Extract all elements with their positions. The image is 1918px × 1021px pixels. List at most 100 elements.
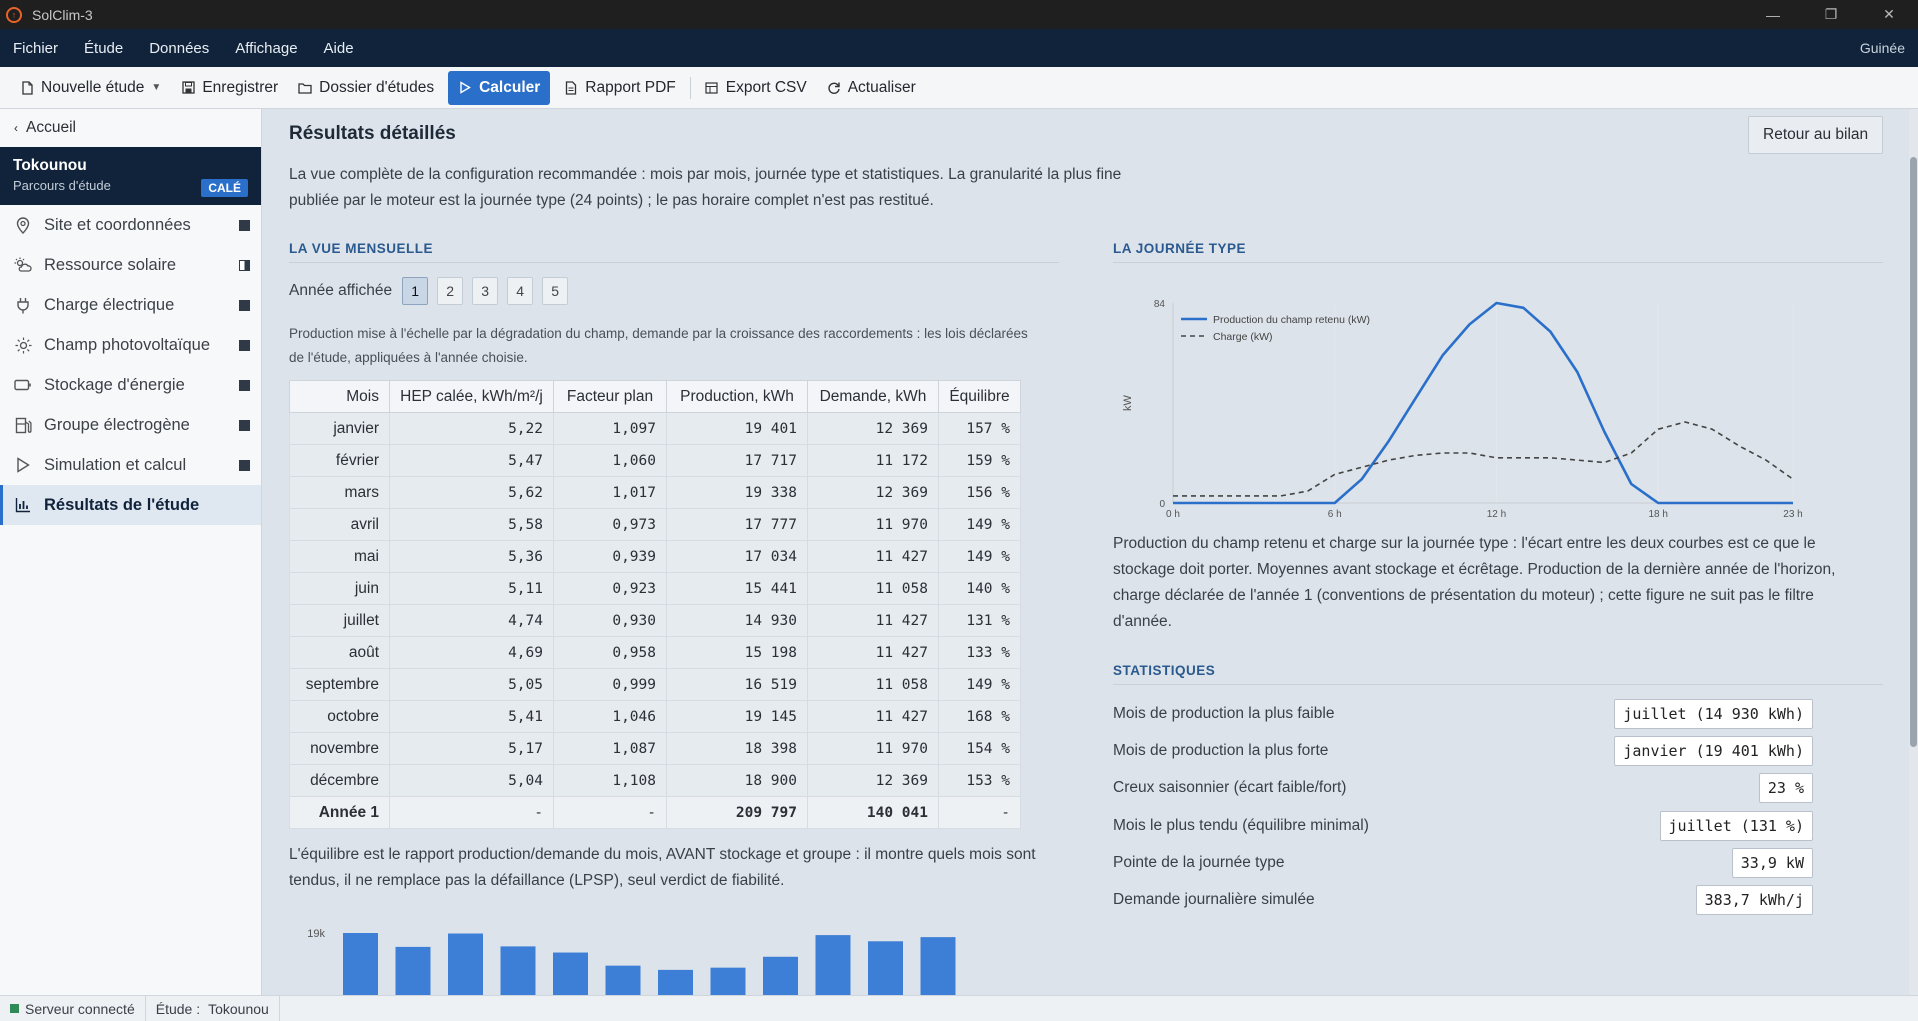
month-cell: décembre [289,764,390,797]
stat-value: janvier (19 401 kWh) [1614,736,1813,766]
menu-fichier[interactable]: Fichier [13,39,59,57]
refresh-icon [827,81,841,95]
sidebar-item-generator[interactable]: Groupe électrogène [0,405,261,445]
bar-mai [553,952,588,995]
sun-icon [14,336,32,354]
export-csv-button[interactable]: Export CSV [695,71,817,105]
month-cell: juillet [289,604,390,637]
sidebar-item-pv-field[interactable]: Champ photovoltaïque [0,325,261,365]
sidebar-item-energy-storage[interactable]: Stockage d'énergie [0,365,261,405]
compute-button[interactable]: Calculer [448,70,551,105]
completion-status-icon [239,419,250,431]
value-cell: 19 401 [666,412,808,445]
main-scrollbar[interactable] [1909,109,1918,995]
back-to-home-link[interactable]: ‹ Accueil [0,109,261,147]
sidebar-item-results[interactable]: Résultats de l'étude [0,485,261,525]
value-cell: 133 % [938,636,1021,669]
study-folder-label: Dossier d'études [319,78,435,96]
toolbar-divider [689,76,691,99]
table-row: mars 5,62 1,017 19 338 12 369 156 % [289,476,1021,509]
sidebar-item-simulation[interactable]: Simulation et calcul [0,445,261,485]
sidebar-item-electric-load[interactable]: Charge électrique [0,285,261,325]
value-cell: 11 058 [807,572,939,605]
menu-etude[interactable]: Étude [84,39,124,57]
current-study-status: Étude : Tokounou [146,995,280,1021]
intro-text: La vue complète de la configuration reco… [289,166,1122,209]
stat-value: juillet (14 930 kWh) [1614,699,1813,729]
year-button-4[interactable]: 4 [507,277,534,305]
legend-entry: Production du champ retenu (kW) [1213,314,1370,326]
value-cell: 4,74 [389,604,554,637]
stat-value: 23 % [1758,773,1813,803]
y-tick-label: 19k [307,928,325,940]
new-file-icon [20,80,34,95]
bar-chart-icon [14,496,32,514]
monthly-section-heading: LA VUE MENSUELLE [289,241,1059,263]
region-label: Guinée [1859,40,1905,56]
restore-icon[interactable]: ❐ [1824,6,1838,22]
completion-status-icon [239,299,250,311]
refresh-button[interactable]: Actualiser [817,71,926,105]
current-study-card: Tokounou Parcours d'étude CALÉ [0,147,261,205]
month-cell: janvier [289,412,390,445]
total-value-cell: 209 797 [666,796,808,829]
column-header: Mois [289,380,390,413]
back-label: Accueil [26,119,76,136]
new-study-button[interactable]: Nouvelle étude ▼ [10,71,171,105]
total-value-cell: - [553,796,667,829]
bar-mars [448,933,483,995]
typical-day-description: Production du champ retenu et charge sur… [1113,535,1836,630]
page-title: Résultats détaillés [289,123,456,144]
column-header: HEP calée, kWh/m²/j [389,380,554,413]
value-cell: 149 % [938,508,1021,541]
chevron-down-icon: ▼ [151,82,162,93]
year-button-1[interactable]: 1 [402,277,429,305]
scrollbar-thumb[interactable] [1910,157,1917,747]
sidebar-item-label: Groupe électrogène [44,415,190,434]
month-cell: août [289,636,390,669]
year-button-2[interactable]: 2 [437,277,464,305]
sun-cloud-icon [14,256,32,274]
value-cell: 17 777 [666,508,808,541]
refresh-label: Actualiser [847,78,916,96]
bar-octobre [815,935,851,995]
value-cell: 149 % [938,668,1021,701]
value-cell: 19 338 [666,476,808,509]
sidebar-item-solar-resource[interactable]: Ressource solaire [0,245,261,285]
window-controls: — ❐ ✕ [1744,0,1918,29]
return-to-summary-button[interactable]: Retour au bilan [1748,116,1884,154]
table-row: janvier 5,22 1,097 19 401 12 369 157 % [289,412,1021,445]
x-tick-label: 12 h [1487,509,1506,520]
column-header: Facteur plan [553,380,667,413]
value-cell: 19 145 [666,700,808,733]
study-folder-button[interactable]: Dossier d'études [288,71,444,105]
save-button[interactable]: Enregistrer [171,71,288,105]
table-row: novembre 5,17 1,087 18 398 11 970 154 % [289,732,1021,765]
close-icon[interactable]: ✕ [1883,6,1895,22]
stat-row-seasonal-dip: Creux saisonnier (écart faible/fort) 23 … [1113,772,1813,804]
column-header: Demande, kWh [807,380,939,413]
value-cell: 1,046 [553,700,667,733]
pdf-report-button[interactable]: Rapport PDF [554,71,685,105]
menu-donnees[interactable]: Données [149,39,210,57]
table-row: juillet 4,74 0,930 14 930 11 427 131 % [289,604,1021,637]
monthly-note: Production mise à l'échelle par la dégra… [289,326,1028,365]
value-cell: 0,923 [553,572,667,605]
save-icon [181,81,195,95]
monthly-production-bar-chart: 19k [307,928,956,995]
minimize-icon[interactable]: — [1766,6,1780,23]
menu-affichage[interactable]: Affichage [235,39,298,57]
value-cell: 11 427 [807,636,939,669]
value-cell: 11 970 [807,732,939,765]
year-button-5[interactable]: 5 [542,277,569,305]
menu-aide[interactable]: Aide [323,39,354,57]
value-cell: 1,087 [553,732,667,765]
month-cell: février [289,444,390,477]
month-cell: septembre [289,668,390,701]
value-cell: 0,999 [553,668,667,701]
value-cell: 159 % [938,444,1021,477]
sidebar-item-site[interactable]: Site et coordonnées [0,205,261,245]
main-content: Résultats détaillés Retour au bilan La v… [263,109,1893,995]
value-cell: 17 034 [666,540,808,573]
year-button-3[interactable]: 3 [472,277,499,305]
